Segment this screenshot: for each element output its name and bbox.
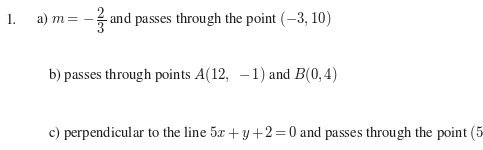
Text: a) $m = -\dfrac{2}{3}$ and passes through the point $(-3, 10)$: a) $m = -\dfrac{2}{3}$ and passes throug… bbox=[36, 5, 332, 36]
Text: 1.: 1. bbox=[6, 14, 17, 27]
Text: b) passes through points $A(12,\ -1)$ and $B(0, 4)$: b) passes through points $A(12,\ -1)$ an… bbox=[48, 65, 338, 85]
Text: c) perpendicular to the line $5x + y + 2 = 0$ and passes through the point $(5, : c) perpendicular to the line $5x + y + 2… bbox=[48, 123, 483, 143]
